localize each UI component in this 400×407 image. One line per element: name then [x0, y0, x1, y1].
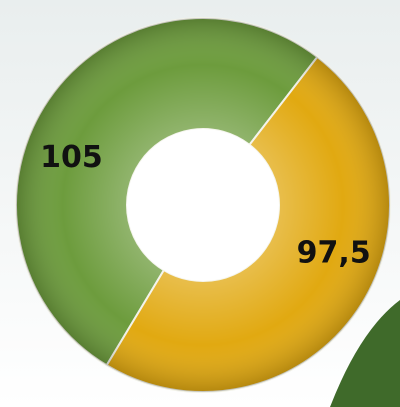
donut-hole	[127, 129, 279, 281]
data-label: 105	[40, 140, 103, 175]
data-label: 97,5	[297, 235, 371, 270]
